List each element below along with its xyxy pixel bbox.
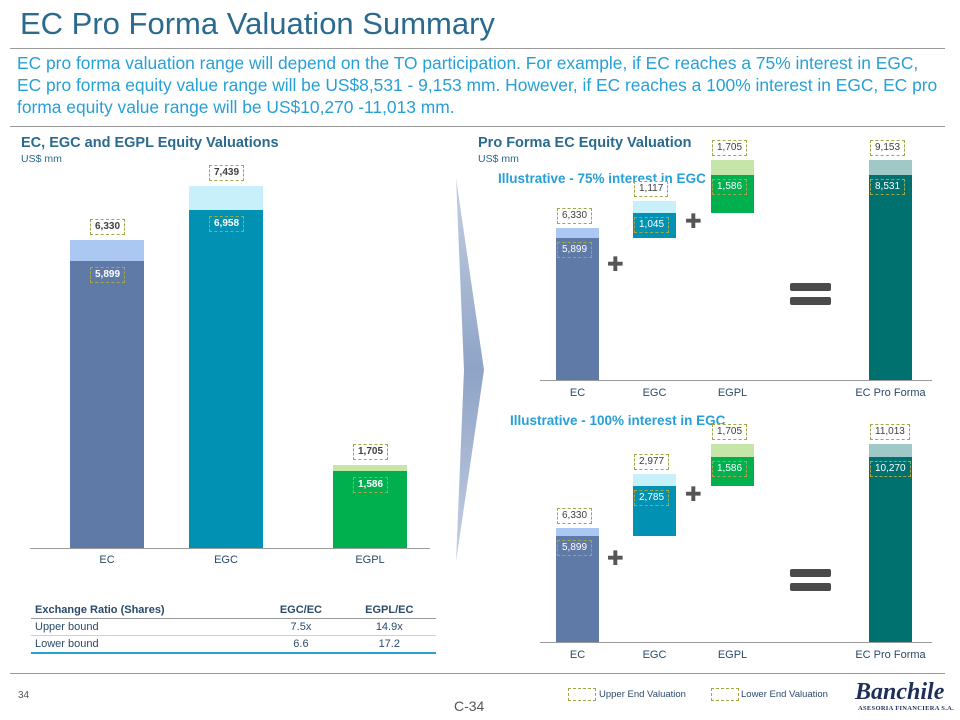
table-cell: Upper bound	[31, 618, 260, 636]
banchile-logo: Banchile	[855, 679, 945, 705]
page-code: C-34	[454, 698, 485, 714]
wf-lower-label: 8,531	[870, 179, 906, 196]
category-label: EC Pro Forma	[855, 649, 926, 661]
banchile-logo-subtitle: ASESORIA FINANCIERA S.A.	[858, 705, 955, 712]
waterfall-axis	[540, 642, 932, 643]
legend-lower-swatch	[711, 688, 739, 701]
table-header: Exchange Ratio (Shares)	[31, 602, 260, 619]
category-label: EGPL	[355, 554, 385, 566]
category-label: EGPL	[717, 387, 748, 399]
plus-icon: ✚	[685, 210, 702, 233]
category-label: EC	[569, 649, 586, 661]
category-label: EGC	[642, 387, 667, 399]
bar-lower-egc	[189, 209, 263, 548]
intro-divider	[10, 126, 945, 127]
waterfall-axis	[540, 380, 932, 381]
category-label: EC Pro Forma	[855, 387, 926, 399]
wf-upper-label: 11,013	[870, 423, 910, 440]
bar-lower-ec	[70, 261, 144, 548]
chevron-arrow-icon	[456, 178, 484, 562]
legend-upper-swatch	[568, 688, 596, 701]
wf-lower-label: 1,586	[712, 179, 748, 196]
wf-upper-label: 1,117	[634, 181, 669, 198]
waterfall-100-chart: 6,330 5,899 EC 2,977 2,785 EGC 1,705 1,586 EGPL 1…	[540, 423, 932, 661]
wf-upper-label: 6,330	[557, 508, 593, 525]
upper-value-label: 7,439	[209, 165, 245, 182]
waterfall-100-title: Illustrative - 100% interest in EGC	[510, 413, 726, 428]
left-chart-title: EC, EGC and EGPL Equity Valuations	[21, 135, 279, 151]
wf-bar-lower-0	[556, 238, 599, 380]
wf-upper-label: 6,330	[557, 208, 593, 225]
wf-upper-label: 1,705	[712, 423, 748, 440]
lower-value-label: 1,586	[353, 476, 389, 493]
page-number: 34	[18, 690, 30, 701]
table-cell: 14.9x	[342, 618, 436, 636]
table-header: EGPL/EC	[342, 602, 436, 619]
waterfall-75-chart: 6,330 5,899 EC 1,117 1,045 EGC 1,705 1,586 EGPL 9…	[540, 140, 932, 399]
table-cell: 7.5x	[259, 618, 343, 636]
title-divider	[10, 48, 945, 49]
table-row: Upper bound 7.5x 14.9x	[31, 618, 436, 636]
bar-upper-ec	[70, 240, 144, 262]
lower-value-label: 6,958	[209, 215, 245, 232]
wf-bar-lower-3	[869, 457, 912, 642]
legend-lower-label: Lower End Valuation	[741, 689, 828, 700]
category-label: EGPL	[717, 649, 748, 661]
legend-upper-label: Upper End Valuation	[599, 689, 686, 700]
wf-lower-label: 1,045	[634, 217, 670, 234]
table-cell: 6.6	[259, 635, 343, 654]
plus-icon: ✚	[607, 547, 624, 570]
table-cell: 17.2	[342, 635, 436, 654]
bar-lower-egpl	[333, 470, 407, 548]
plus-icon: ✚	[607, 254, 624, 277]
left-chart-axis	[30, 548, 430, 549]
left-bar-chart: 6,330 5,899 EC 7,439 6,958 EGC 1,705 1,586 EGPL	[0, 0, 460, 600]
table-row: Lower bound 6.6 17.2	[31, 635, 436, 654]
wf-bar-lower-3	[869, 175, 912, 380]
wf-lower-label: 10,270	[870, 461, 911, 478]
exchange-ratio-table: Exchange Ratio (Shares) EGC/EC EGPL/EC U…	[31, 602, 436, 654]
intro-text: EC pro forma valuation range will depend…	[17, 53, 938, 117]
wf-lower-label: 5,899	[557, 242, 593, 259]
upper-value-label: 6,330	[90, 219, 126, 236]
footer-divider	[10, 673, 945, 674]
lower-value-label: 5,899	[90, 267, 126, 284]
equals-icon	[790, 569, 831, 593]
table-cell: Lower bound	[31, 635, 260, 654]
bar-upper-egpl	[333, 465, 407, 471]
upper-value-label: 1,705	[353, 444, 389, 461]
wf-lower-label: 5,899	[557, 539, 593, 556]
left-chart-unit: US$ mm	[21, 153, 62, 165]
wf-lower-label: 2,785	[634, 489, 670, 506]
wf-lower-label: 1,586	[712, 461, 748, 478]
right-chart-unit: US$ mm	[478, 153, 519, 165]
category-label: EGC	[642, 649, 667, 661]
table-header: EGC/EC	[259, 602, 343, 619]
category-label: EC	[569, 387, 586, 399]
wf-upper-label: 1,705	[712, 140, 748, 157]
plus-icon: ✚	[685, 483, 702, 506]
right-chart-title: Pro Forma EC Equity Valuation	[478, 135, 692, 151]
bar-upper-egc	[189, 186, 263, 210]
category-label: EGC	[214, 554, 238, 566]
page-title: EC Pro Forma Valuation Summary	[20, 6, 495, 41]
wf-upper-label: 2,977	[634, 454, 670, 471]
table-header-row: Exchange Ratio (Shares) EGC/EC EGPL/EC	[31, 602, 436, 619]
category-label: EC	[99, 554, 115, 566]
wf-upper-label: 9,153	[870, 140, 906, 157]
equals-icon	[790, 282, 831, 307]
